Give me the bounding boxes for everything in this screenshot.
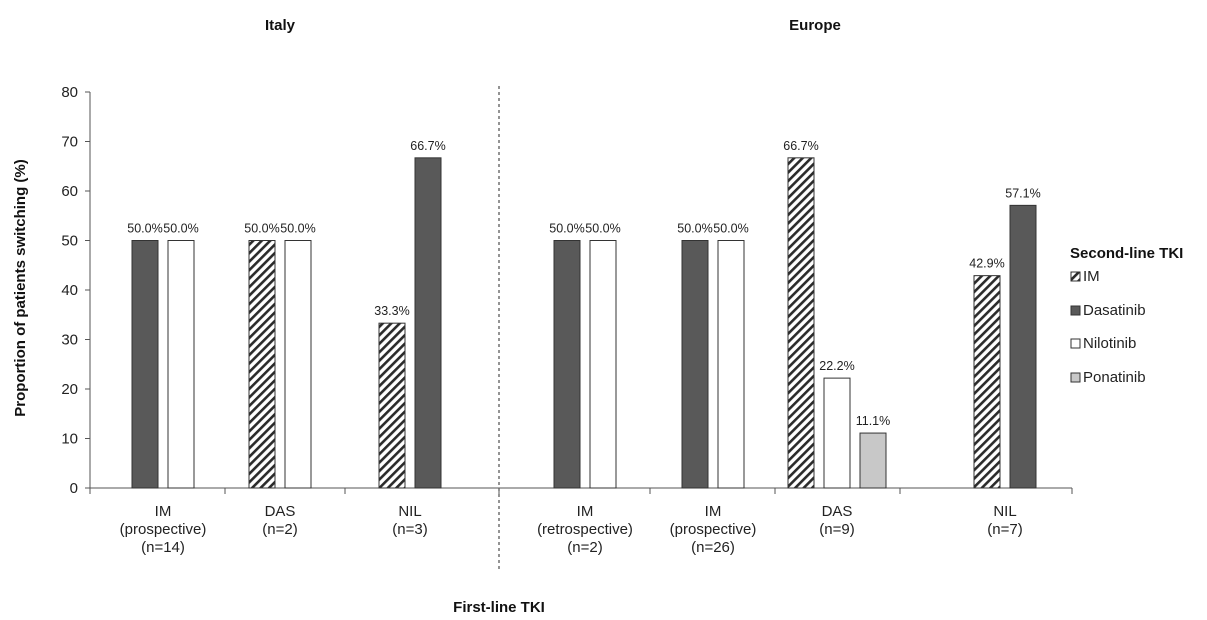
y-tick-label: 0 <box>70 480 78 497</box>
data-label: 50.0% <box>280 222 315 236</box>
data-labels: 50.0% 50.0% 50.0% 50.0%33.3%66.7%50.0% 50.0%… <box>127 139 1040 428</box>
group-title: Europe <box>789 17 841 34</box>
x-category-label: (prospective) <box>120 521 207 538</box>
y-tick-label: 40 <box>61 282 78 299</box>
data-label: 22.2% <box>819 359 854 373</box>
bar-im <box>248 240 276 489</box>
x-axis-title: First-line TKI <box>453 599 545 616</box>
bar-nilotinib <box>589 240 617 489</box>
legend-label: Dasatinib <box>1083 302 1146 319</box>
y-tick-label: 80 <box>61 84 78 101</box>
bar-im <box>973 275 1001 489</box>
data-label: 66.7% <box>410 139 445 153</box>
x-category-label: (n=3) <box>392 521 427 538</box>
x-category-label: (n=14) <box>141 539 185 556</box>
data-label: 57.1% <box>1005 186 1040 200</box>
bar-im <box>787 157 815 489</box>
data-label: 50.0% <box>713 222 748 236</box>
bars <box>131 157 1037 489</box>
bar-dasatinib <box>681 240 709 489</box>
data-label: 33.3% <box>374 304 409 318</box>
legend-swatch-nilotinib <box>1070 338 1081 349</box>
legend-label: IM <box>1083 268 1100 285</box>
data-label: 11.1% <box>856 414 891 428</box>
titles: Proportion of patients switching (%) Fir… <box>12 159 1183 616</box>
y-tick-label: 30 <box>61 332 78 349</box>
legend-swatch-dasatinib <box>1070 305 1081 316</box>
y-tick-label: 70 <box>61 134 78 151</box>
category-labels: Italy EuropeIM(prospective)(n=14)DAS(n=2)… <box>120 17 1023 556</box>
x-category-label: IM <box>577 503 594 520</box>
x-category-label: (n=2) <box>262 521 297 538</box>
x-category-label: (prospective) <box>670 521 757 538</box>
bar-ponatinib <box>859 432 887 489</box>
axes: 0 10 20 30 40 50 60 70 80 <box>61 84 1073 572</box>
y-tick-label: 20 <box>61 381 78 398</box>
y-axis-title: Proportion of patients switching (%) <box>12 159 29 417</box>
data-label: 50.0% <box>244 222 279 236</box>
x-category-label: DAS <box>822 503 853 520</box>
bar-nilotinib <box>167 240 195 489</box>
x-category-label: (n=2) <box>567 539 602 556</box>
x-category-label: IM <box>155 503 172 520</box>
data-label: 50.0% <box>549 222 584 236</box>
data-label: 50.0% <box>127 222 162 236</box>
legend-swatch-ponatinib <box>1070 372 1081 383</box>
legend-label: Ponatinib <box>1083 369 1146 386</box>
y-tick-label: 50 <box>61 233 78 250</box>
x-category-label: (n=26) <box>691 539 735 556</box>
legend-swatch-im <box>1070 271 1081 282</box>
bar-dasatinib <box>131 240 159 489</box>
y-tick-label: 60 <box>61 183 78 200</box>
bar-nilotinib <box>717 240 745 489</box>
data-label: 66.7% <box>783 139 818 153</box>
bar-dasatinib <box>414 157 442 489</box>
legend: IM Dasatinib Nilotinib Ponatinib <box>1070 268 1146 386</box>
bar-nilotinib <box>284 240 312 489</box>
data-label: 50.0% <box>677 222 712 236</box>
group-title: Italy <box>265 17 296 34</box>
bar-nilotinib <box>823 377 851 489</box>
legend-label: Nilotinib <box>1083 335 1136 352</box>
bar-dasatinib <box>553 240 581 489</box>
x-category-label: NIL <box>398 503 421 520</box>
legend-title: Second-line TKI <box>1070 245 1183 262</box>
x-category-label: (n=9) <box>819 521 854 538</box>
bar-dasatinib <box>1009 204 1037 489</box>
x-category-label: DAS <box>265 503 296 520</box>
data-label: 50.0% <box>163 222 198 236</box>
bar-im <box>378 322 406 489</box>
data-label: 42.9% <box>969 257 1004 271</box>
x-category-label: NIL <box>993 503 1016 520</box>
x-category-label: (n=7) <box>987 521 1022 538</box>
y-tick-label: 10 <box>61 431 78 448</box>
data-label: 50.0% <box>585 222 620 236</box>
x-category-label: IM <box>705 503 722 520</box>
x-category-label: (retrospective) <box>537 521 633 538</box>
